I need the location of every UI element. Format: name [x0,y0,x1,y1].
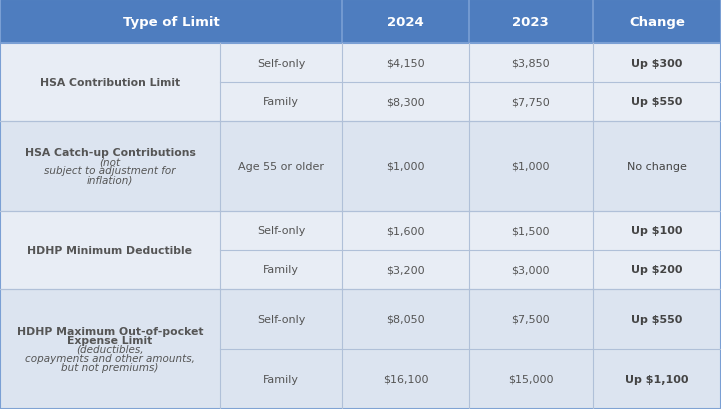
Text: Family: Family [263,265,299,274]
Text: Expense Limit: Expense Limit [67,335,153,345]
Text: $3,850: $3,850 [511,58,550,68]
Text: (not: (not [99,157,120,167]
Text: Family: Family [263,374,299,384]
Text: Up $300: Up $300 [631,58,683,68]
Text: $1,000: $1,000 [386,162,425,171]
Text: $1,600: $1,600 [386,226,425,236]
Bar [0,289,721,409]
Text: Self-only: Self-only [257,314,306,324]
Text: 2023: 2023 [513,16,549,29]
Text: Up $100: Up $100 [631,226,683,236]
Text: HSA Contribution Limit: HSA Contribution Limit [40,78,180,88]
Text: 2024: 2024 [387,16,424,29]
Text: copayments and other amounts,: copayments and other amounts, [25,353,195,363]
Text: inflation): inflation) [87,175,133,185]
Text: Up $550: Up $550 [631,314,683,324]
Text: subject to adjustment for: subject to adjustment for [44,166,176,176]
Text: Up $200: Up $200 [631,265,683,274]
Text: HDHP Maximum Out-of-pocket: HDHP Maximum Out-of-pocket [17,326,203,336]
Text: Up $550: Up $550 [631,97,683,107]
Text: Self-only: Self-only [257,58,306,68]
Text: $3,000: $3,000 [511,265,550,274]
Text: $3,200: $3,200 [386,265,425,274]
Text: $8,050: $8,050 [386,314,425,324]
Text: $4,150: $4,150 [386,58,425,68]
Text: $8,300: $8,300 [386,97,425,107]
Text: $1,000: $1,000 [511,162,550,171]
Text: HSA Catch-up Contributions: HSA Catch-up Contributions [25,148,195,158]
Bar [0,121,721,211]
Text: Up $1,100: Up $1,100 [625,374,689,384]
Text: Type of Limit: Type of Limit [123,16,220,29]
Text: (deductibles,: (deductibles, [76,344,143,354]
Text: $15,000: $15,000 [508,374,554,384]
Bar [0,44,721,121]
Text: Family: Family [263,97,299,107]
Text: $7,750: $7,750 [511,97,550,107]
Text: No change: No change [627,162,687,171]
Text: HDHP Minimum Deductible: HDHP Minimum Deductible [27,245,193,255]
Text: Age 55 or older: Age 55 or older [238,162,324,171]
Text: $16,100: $16,100 [383,374,428,384]
Bar [0,211,721,289]
Text: $7,500: $7,500 [511,314,550,324]
Text: $1,500: $1,500 [511,226,550,236]
Text: Change: Change [629,16,685,29]
Text: Self-only: Self-only [257,226,306,236]
Bar [0,0,721,44]
Text: but not premiums): but not premiums) [61,362,159,372]
